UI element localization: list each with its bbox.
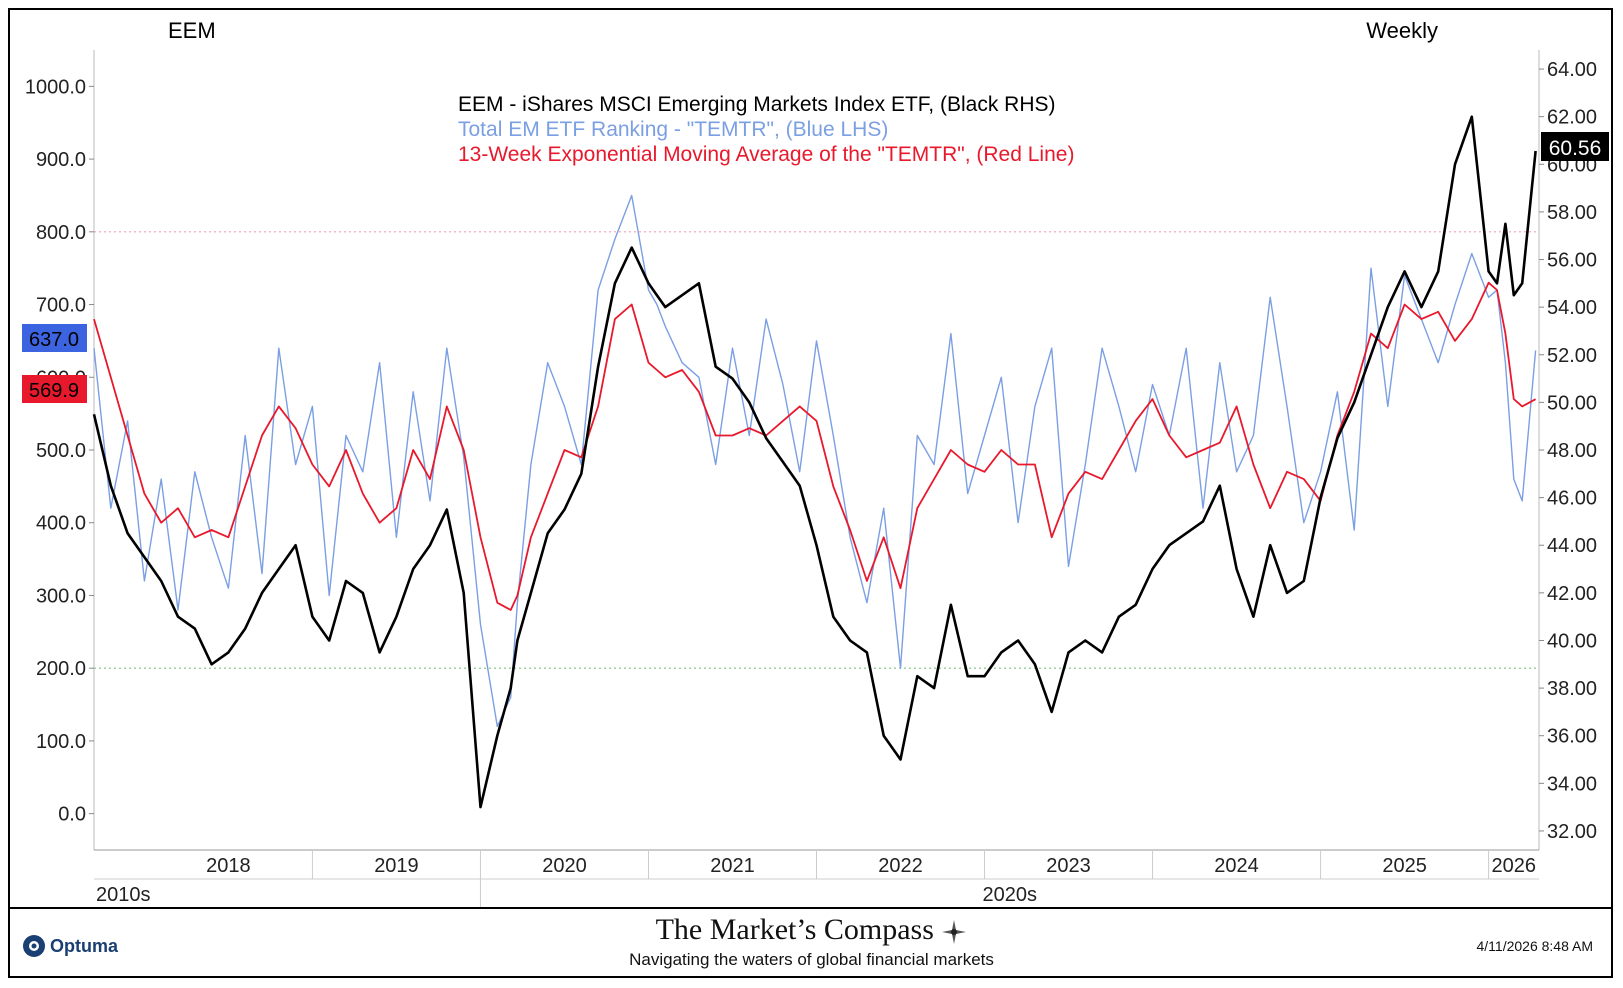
right-tick-label: 36.00 <box>1547 726 1597 748</box>
x-tick-label: 2022 <box>878 855 923 877</box>
temtr-last-badge: 637.0 <box>22 324 87 352</box>
period-label: Weekly <box>1366 18 1438 43</box>
ema-last-value: 569.9 <box>29 380 79 402</box>
right-tick-label: 62.00 <box>1547 107 1597 129</box>
footer-title: The Market’s Compass <box>0 913 1623 947</box>
legend-ema: 13-Week Exponential Moving Average of th… <box>458 143 1074 166</box>
x-tick-label: 2023 <box>1046 855 1091 877</box>
timestamp: 4/11/2026 8:48 AM <box>1476 938 1594 954</box>
right-tick-label: 52.00 <box>1547 345 1597 367</box>
legend-temtr: Total EM ETF Ranking - "TEMTR", (Blue LH… <box>458 118 888 141</box>
left-tick-label: 200.0 <box>36 658 86 680</box>
eem-last-value: 60.56 <box>1549 137 1602 160</box>
right-tick-label: 42.00 <box>1547 583 1597 605</box>
optuma-brand: Optuma <box>22 934 118 958</box>
right-tick-label: 38.00 <box>1547 678 1597 700</box>
right-tick-label: 48.00 <box>1547 440 1597 462</box>
left-tick-label: 900.0 <box>36 149 86 171</box>
x-tick-label: 2024 <box>1214 855 1259 877</box>
left-tick-label: 1000.0 <box>25 76 86 98</box>
eem-series-line <box>92 115 1537 809</box>
footer-title-text: The Market’s Compass <box>655 913 934 946</box>
footer-tagline: Navigating the waters of global financia… <box>629 950 994 969</box>
x-tick-label: 2020 <box>542 855 587 877</box>
right-tick-label: 64.00 <box>1547 59 1597 81</box>
left-tick-label: 700.0 <box>36 295 86 317</box>
right-tick-label: 54.00 <box>1547 297 1597 319</box>
chart-symbol-label: EEM <box>168 18 216 43</box>
left-tick-label: 800.0 <box>36 222 86 244</box>
optuma-brand-text: Optuma <box>50 935 119 956</box>
x-tick-label: 2026 <box>1492 855 1537 877</box>
x-tick-label: 2019 <box>374 855 419 877</box>
x-axis: 2018 2019 2020 2021 2022 2023 2024 2025 2026 2010… <box>94 849 1539 908</box>
left-tick-label: 400.0 <box>36 513 86 535</box>
left-tick-label: 0.0 <box>58 804 86 826</box>
reference-lines <box>94 231 1539 669</box>
temtr-last-value: 637.0 <box>29 329 79 351</box>
optuma-logo-icon <box>23 935 45 957</box>
ema-last-badge: 569.9 <box>22 375 87 403</box>
x-tick-label: 2021 <box>710 855 755 877</box>
right-tick-label: 46.00 <box>1547 488 1597 510</box>
decade-label: 2020s <box>982 884 1037 906</box>
right-tick-label: 58.00 <box>1547 202 1597 224</box>
right-tick-label: 40.00 <box>1547 630 1597 652</box>
left-tick-label: 500.0 <box>36 440 86 462</box>
right-tick-label: 50.00 <box>1547 392 1597 414</box>
right-tick-label: 44.00 <box>1547 535 1597 557</box>
eem-last-badge: 60.56 <box>1541 132 1609 161</box>
legend-eem: EEM - iShares MSCI Emerging Markets Inde… <box>458 93 1056 116</box>
right-axis: 64.0062.0060.0058.0056.0054.0052.0050.00… <box>1538 50 1597 850</box>
decade-label: 2010s <box>96 884 151 906</box>
compass-rose-icon <box>942 920 967 945</box>
left-tick-label: 100.0 <box>36 731 86 753</box>
left-tick-label: 300.0 <box>36 585 86 607</box>
x-tick-label: 2018 <box>206 855 251 877</box>
temtr-series-line <box>93 194 1537 728</box>
series-layer <box>92 115 1537 809</box>
left-axis: 1000.0900.0800.0700.0600.0500.0400.0300.… <box>25 50 95 850</box>
right-tick-label: 34.00 <box>1547 773 1597 795</box>
plot-area <box>94 50 1539 850</box>
right-tick-label: 32.00 <box>1547 821 1597 843</box>
right-tick-label: 56.00 <box>1547 250 1597 272</box>
x-tick-label: 2025 <box>1382 855 1427 877</box>
